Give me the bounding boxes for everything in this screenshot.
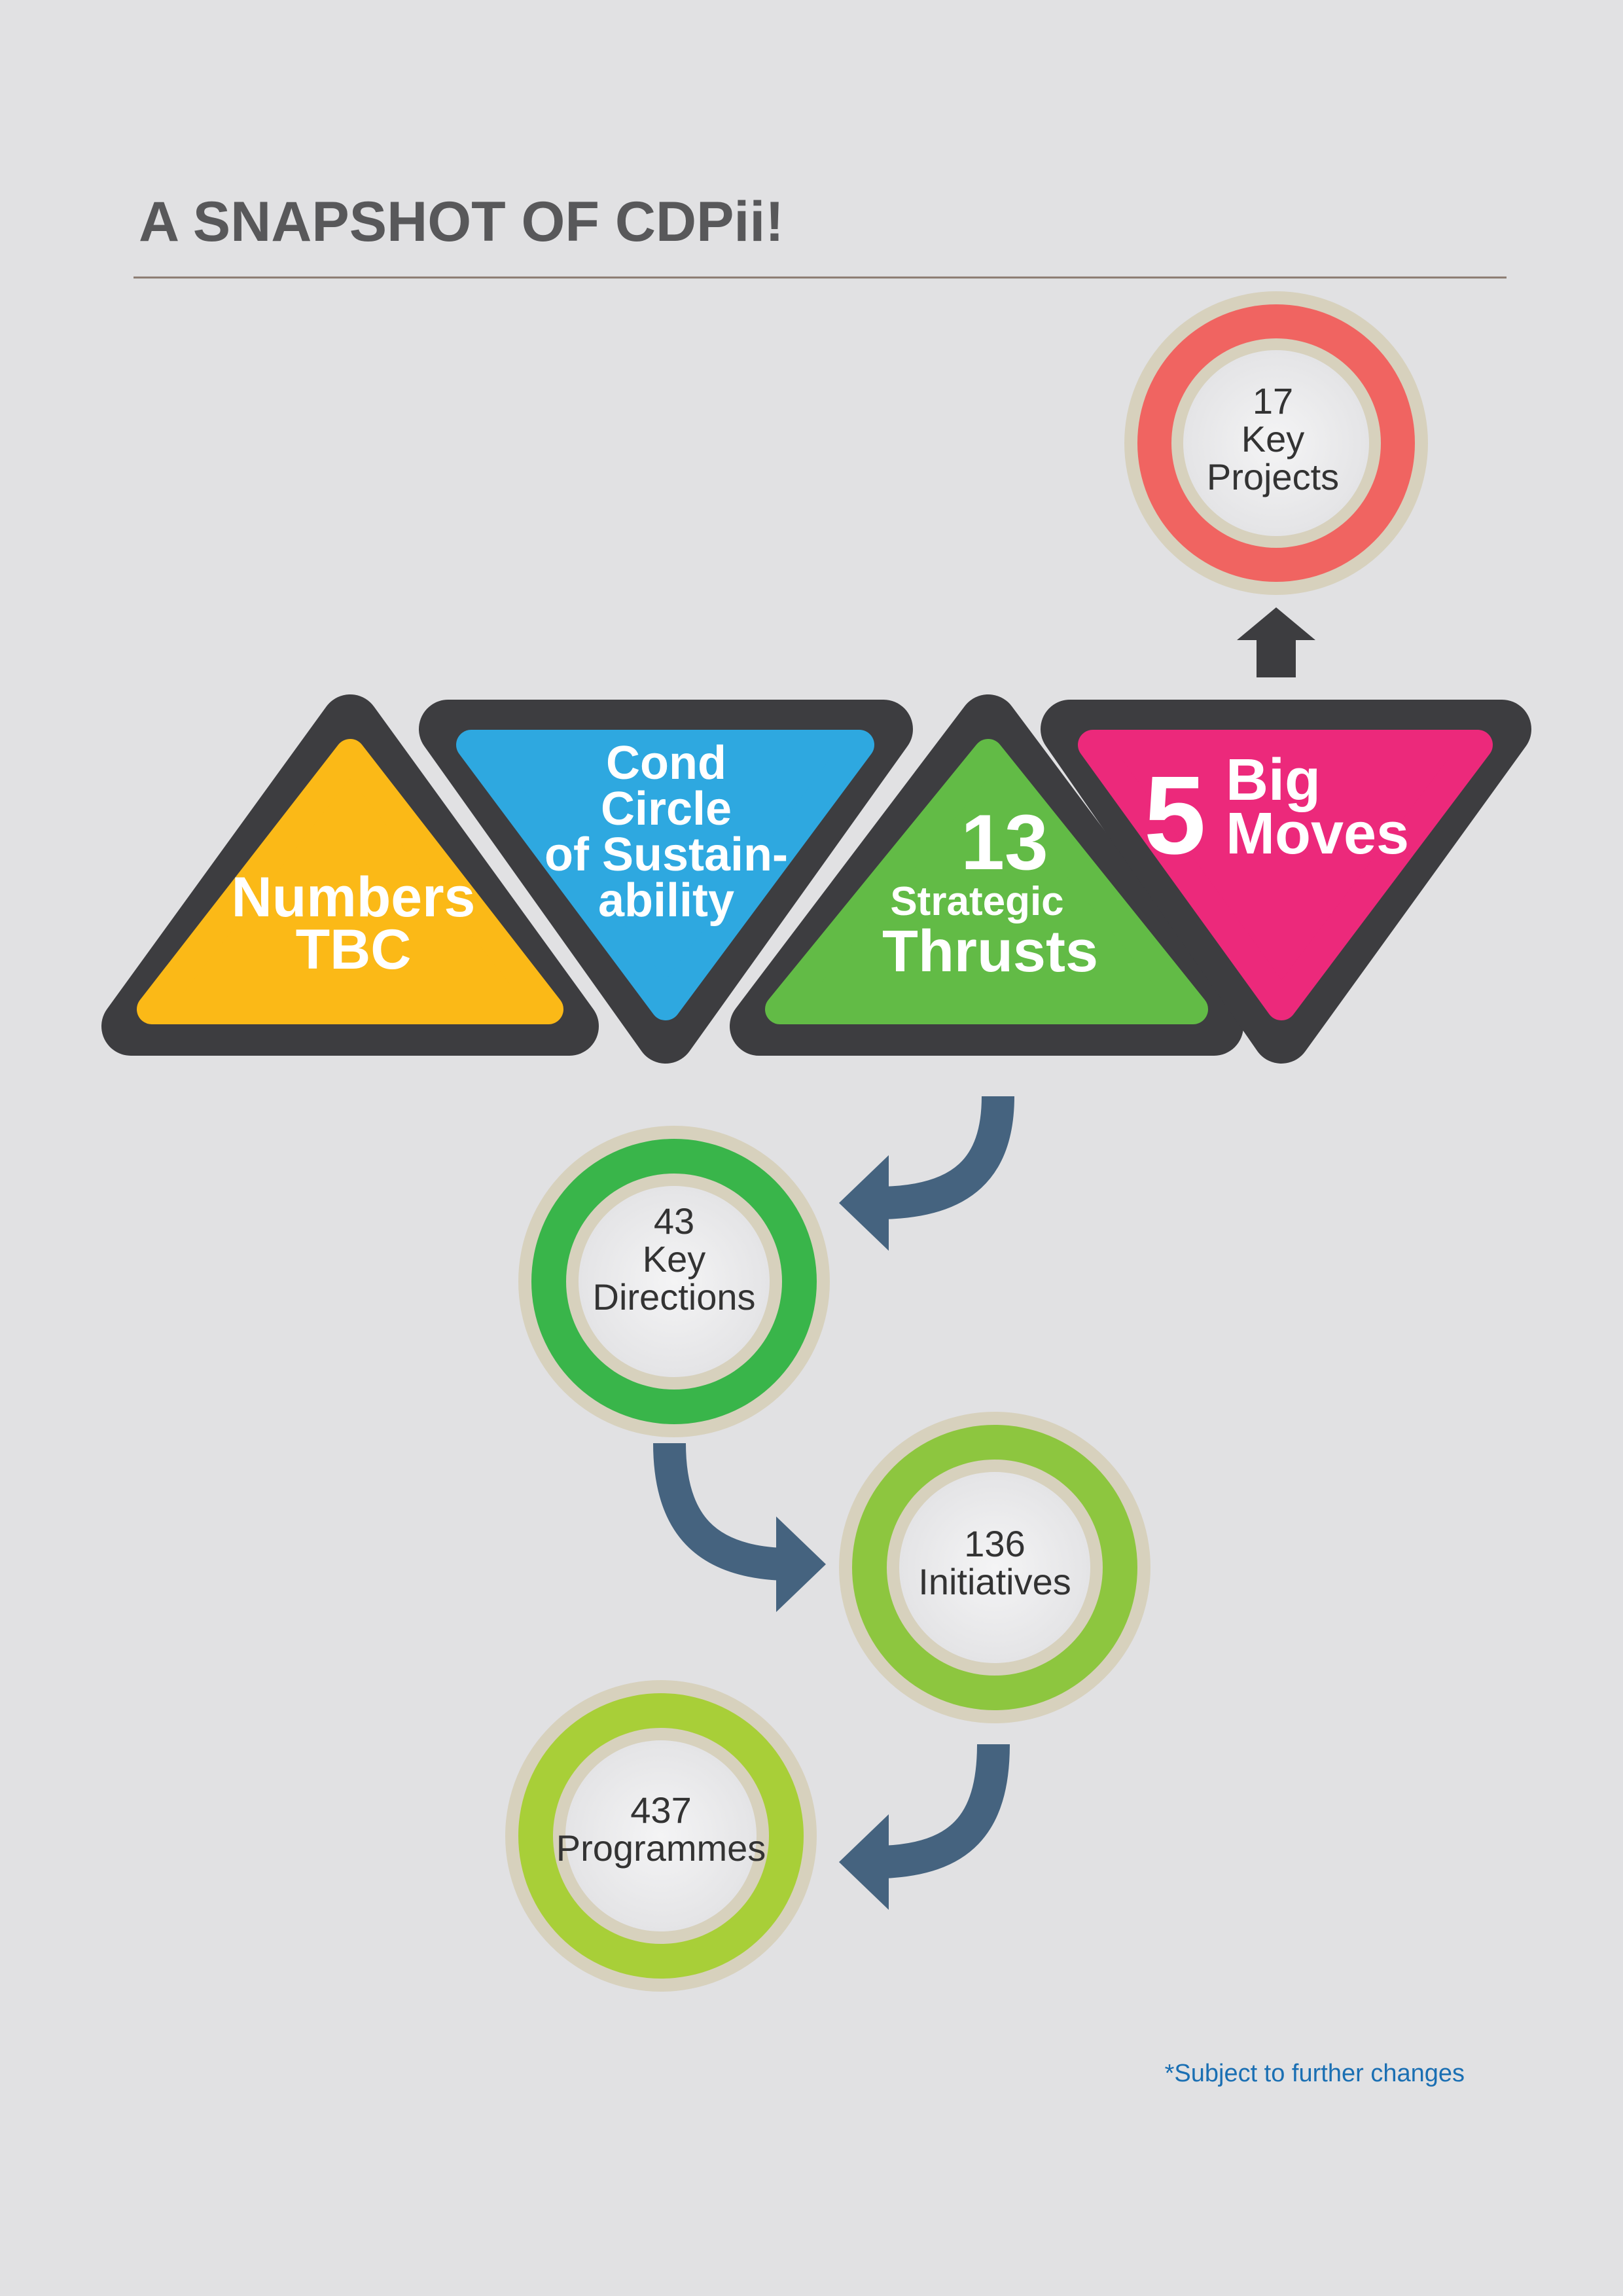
curve-arrow-3 — [882, 1744, 1010, 1878]
big-moves-label-line2: Moves — [1226, 801, 1409, 867]
key-directions-label-line2: Directions — [593, 1276, 756, 1318]
programmes-label-line1: Programmes — [556, 1827, 766, 1869]
arrowhead-left-icon — [839, 1814, 889, 1910]
thrusts-label-line2: Thrusts — [882, 919, 1098, 984]
curve-arrow-2 — [653, 1443, 783, 1581]
up-arrow-icon — [1237, 607, 1315, 677]
big-moves-label-line1: Big — [1226, 747, 1321, 813]
circle-initiatives: 136 Initiatives — [839, 1412, 1150, 1723]
triangle-thrusts — [765, 739, 1208, 1024]
triangle-numbers — [137, 739, 563, 1024]
sustainability-label-line4: ability — [598, 874, 734, 927]
key-projects-label-line2: Projects — [1207, 456, 1339, 497]
thrusts-label-line1: Strategic — [890, 879, 1063, 924]
key-projects-number: 17 — [1253, 380, 1293, 422]
page-title: A SNAPSHOT OF CDPii! — [139, 190, 784, 253]
curve-arrow-1 — [883, 1096, 1014, 1219]
sustainability-label-line1: Cond — [606, 737, 726, 789]
sustainability-label-line3: of Sustain- — [544, 829, 788, 881]
thrusts-number: 13 — [961, 798, 1048, 886]
arrowhead-left-icon — [839, 1155, 889, 1251]
initiatives-label-line1: Initiatives — [918, 1561, 1071, 1602]
initiatives-number: 136 — [964, 1523, 1025, 1564]
key-projects-label-line1: Key — [1241, 418, 1305, 459]
footnote: *Subject to further changes — [1165, 2060, 1465, 2087]
triangle-sustainability — [456, 730, 874, 1020]
circle-key-projects: 17 Key Projects — [1124, 291, 1428, 595]
key-directions-number: 43 — [654, 1200, 694, 1242]
programmes-number: 437 — [630, 1789, 691, 1831]
circle-key-directions: 43 Key Directions — [518, 1126, 830, 1437]
big-moves-number: 5 — [1144, 753, 1206, 878]
sustainability-label-line2: Circle — [601, 783, 732, 835]
numbers-label-line2: TBC — [296, 918, 412, 981]
circle-programmes: 437 Programmes — [505, 1680, 817, 1992]
flow-arrows — [653, 1096, 1014, 1878]
arrowhead-right-icon — [776, 1516, 826, 1612]
triangle-big-moves — [1078, 730, 1493, 1020]
numbers-label-line1: Numbers — [232, 866, 476, 929]
key-directions-label-line1: Key — [643, 1238, 706, 1280]
